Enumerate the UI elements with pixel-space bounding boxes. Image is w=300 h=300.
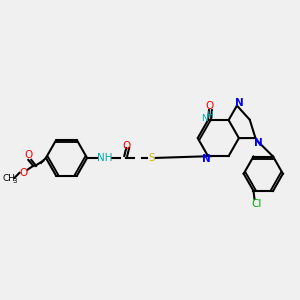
Text: O: O [24,150,32,160]
Text: NH: NH [97,153,112,163]
Text: 3: 3 [12,178,17,184]
Text: Cl: Cl [251,199,262,209]
Text: H: H [207,111,213,120]
Text: S: S [148,153,155,163]
Text: O: O [206,101,214,111]
Text: N: N [202,154,210,164]
Text: O: O [19,168,28,178]
Text: CH: CH [2,174,15,183]
Text: O: O [122,141,130,151]
Text: N: N [254,138,263,148]
Text: N: N [235,98,243,108]
Text: N: N [201,114,208,123]
